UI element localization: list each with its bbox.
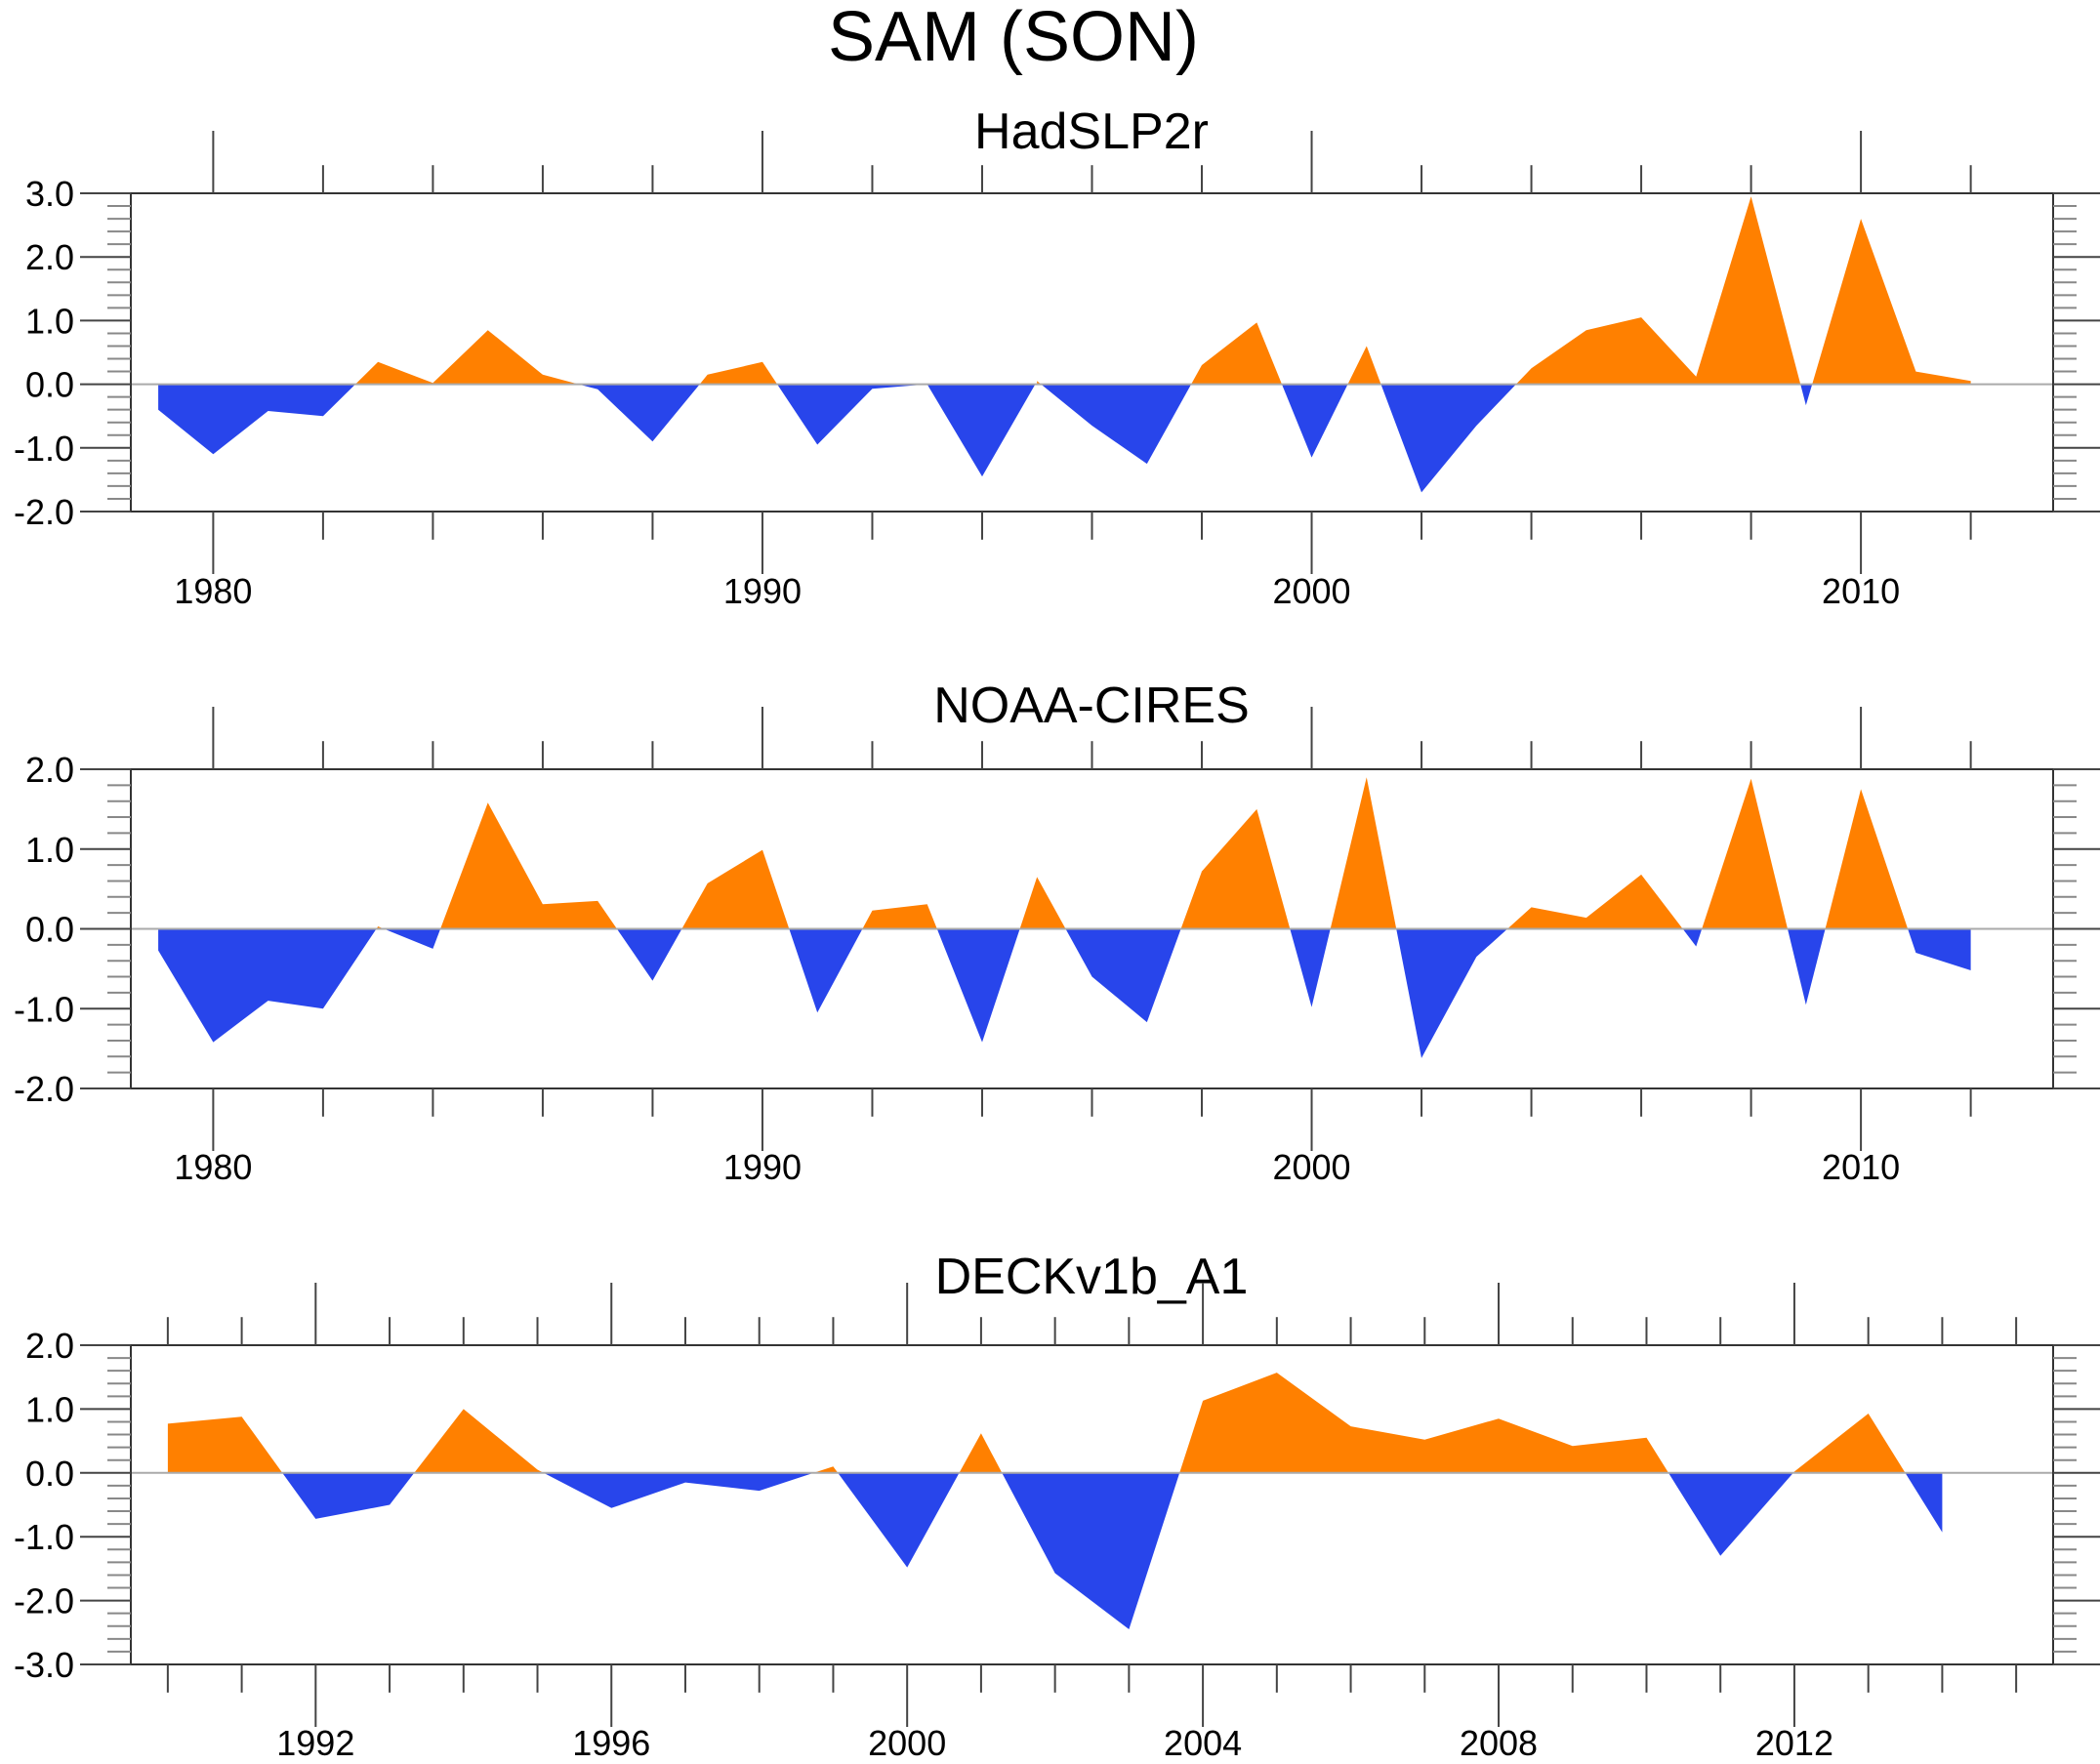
x-tick-label: 1990 [723, 571, 802, 611]
negative-anomaly-fill [1905, 1472, 1943, 1533]
positive-anomaly-fill [1812, 219, 1971, 385]
x-tick-label: 1996 [572, 1723, 650, 1763]
y-tick-label: 0.0 [25, 365, 74, 405]
x-tick-label: 2012 [1755, 1723, 1833, 1763]
negative-anomaly-fill [1380, 384, 1516, 493]
positive-anomaly-fill [1507, 874, 1683, 929]
negative-anomaly-fill [543, 1472, 814, 1508]
positive-anomaly-fill [1347, 346, 1381, 385]
negative-anomaly-fill [777, 384, 1036, 477]
positive-anomaly-fill [1330, 777, 1397, 929]
negative-anomaly-fill [1290, 928, 1331, 1007]
x-tick-label: 1980 [174, 1147, 252, 1187]
positive-anomaly-fill [1515, 196, 1801, 385]
panel-title-deckv1b-a1: DECKv1b_A1 [935, 1249, 1249, 1305]
positive-anomaly-fill [862, 904, 937, 929]
y-tick-label: 1.0 [25, 1389, 74, 1429]
panel-title-noaa-cires: NOAA-CIRES [933, 677, 1250, 734]
positive-anomaly-fill [681, 849, 790, 929]
y-tick-label: 2.0 [25, 750, 74, 790]
panel-hadslp2r: HadSLP2r 3.0 2.0 1.0 0.0 -1.0 -2.0 1980 1990 200… [14, 103, 2100, 611]
x-tick-label: 2010 [1822, 571, 1900, 611]
positive-anomaly-fill [959, 1433, 1003, 1473]
x-tick-label: 1992 [276, 1723, 354, 1763]
negative-anomaly-fill [789, 928, 863, 1013]
negative-anomaly-fill [1065, 928, 1181, 1023]
y-tick-label: 3.0 [25, 174, 74, 214]
positive-anomaly-fill [440, 802, 617, 929]
y-tick-label: 1.0 [25, 830, 74, 870]
negative-anomaly-fill [616, 928, 682, 981]
y-tick-label: -2.0 [14, 492, 74, 532]
positive-anomaly-fill [1825, 789, 1909, 929]
positive-anomaly-fill [813, 1466, 839, 1473]
x-tick-label: 2000 [1272, 571, 1350, 611]
negative-anomaly-fill [158, 928, 377, 1043]
positive-anomaly-fill [1180, 808, 1291, 929]
x-tick-label: 1990 [723, 1147, 802, 1187]
y-tick-label: 0.0 [25, 1454, 74, 1494]
x-tick-label: 1980 [174, 571, 252, 611]
negative-anomaly-fill [1041, 384, 1192, 465]
negative-anomaly-fill [384, 928, 441, 949]
negative-anomaly-fill [838, 1472, 960, 1568]
y-tick-label: -1.0 [14, 1517, 74, 1557]
y-tick-label: -3.0 [14, 1645, 74, 1685]
positive-anomaly-fill [167, 1416, 283, 1473]
positive-anomaly-fill [414, 1409, 544, 1473]
x-tick-label: 2000 [1272, 1147, 1350, 1187]
y-tick-label: 2.0 [25, 1326, 74, 1366]
negative-anomaly-fill [158, 384, 355, 455]
panel-title-hadslp2r: HadSLP2r [974, 103, 1209, 160]
negative-anomaly-fill [1800, 384, 1813, 406]
panel-noaa-cires: NOAA-CIRES 2.0 1.0 0.0 -1.0 -2.0 1980 1990 2000… [14, 677, 2100, 1187]
negative-anomaly-fill [1788, 928, 1826, 1005]
negative-anomaly-fill [1682, 928, 1703, 947]
y-tick-label: -1.0 [14, 429, 74, 469]
negative-anomaly-fill [1668, 1472, 1793, 1556]
y-tick-label: 2.0 [25, 237, 74, 277]
positive-anomaly-fill [355, 330, 579, 385]
negative-anomaly-fill [936, 928, 1020, 1043]
negative-anomaly-fill [1396, 928, 1508, 1058]
negative-anomaly-fill [1908, 928, 1971, 970]
plot-frame [130, 1344, 2054, 1665]
positive-anomaly-fill [699, 361, 778, 385]
x-tick-label: 2000 [868, 1723, 946, 1763]
positive-anomaly-fill [1191, 322, 1282, 385]
panel-deckv1b-a1: DECKv1b_A1 2.0 1.0 0.0 -1.0 -2.0 -3.0 1992 1996… [14, 1249, 2100, 1763]
y-tick-label: -1.0 [14, 989, 74, 1029]
y-tick-label: -2.0 [14, 1581, 74, 1621]
x-tick-label: 2010 [1822, 1147, 1900, 1187]
negative-anomaly-fill [1002, 1472, 1180, 1629]
y-tick-label: 1.0 [25, 301, 74, 341]
y-tick-label: -2.0 [14, 1069, 74, 1109]
positive-anomaly-fill [1019, 877, 1066, 929]
positive-anomaly-fill [1702, 778, 1788, 929]
x-tick-label: 2004 [1164, 1723, 1242, 1763]
negative-anomaly-fill [1282, 384, 1348, 458]
negative-anomaly-fill [578, 384, 700, 442]
positive-anomaly-fill [1792, 1414, 1906, 1473]
y-tick-label: 0.0 [25, 910, 74, 950]
figure-title: SAM (SON) [828, 0, 1199, 76]
positive-anomaly-fill [1179, 1373, 1668, 1473]
x-tick-label: 2008 [1460, 1723, 1538, 1763]
negative-anomaly-fill [282, 1472, 415, 1519]
